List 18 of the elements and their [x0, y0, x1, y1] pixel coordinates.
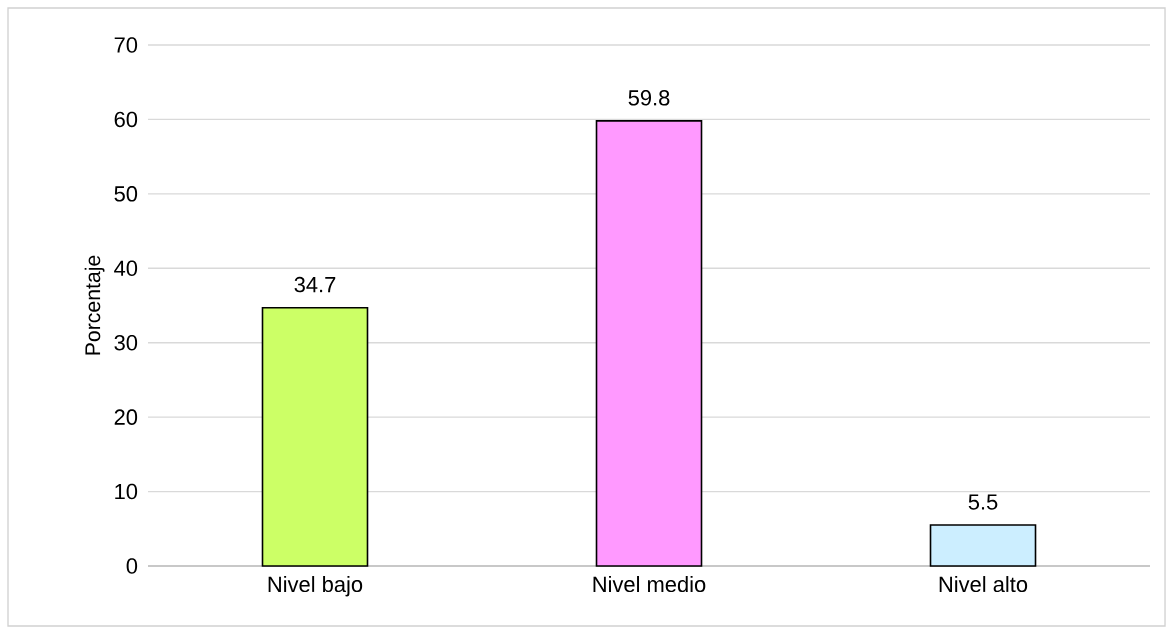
y-tick-label: 60 [114, 111, 138, 128]
bar [595, 120, 703, 567]
y-tick-label: 70 [114, 37, 138, 53]
y-tick-label: 0 [126, 558, 138, 574]
y-tick-label: 20 [114, 409, 138, 425]
y-axis-title: Porcentaje [84, 255, 105, 355]
bar [929, 524, 1037, 567]
y-tick-label: 40 [114, 260, 138, 277]
data-label: 5.5 [968, 494, 998, 510]
y-tick-label: 10 [115, 483, 138, 500]
y-tick-label: 50 [114, 186, 138, 202]
y-tick-label: 30 [114, 334, 138, 351]
x-tick-label: Nivel medio [593, 576, 706, 593]
data-label: 34.7 [294, 276, 336, 293]
x-tick-label: Nivel bajo [268, 576, 363, 597]
bar [261, 306, 369, 567]
x-tick-label: Nivel alto [939, 576, 1028, 593]
data-label: 59.8 [628, 90, 670, 106]
